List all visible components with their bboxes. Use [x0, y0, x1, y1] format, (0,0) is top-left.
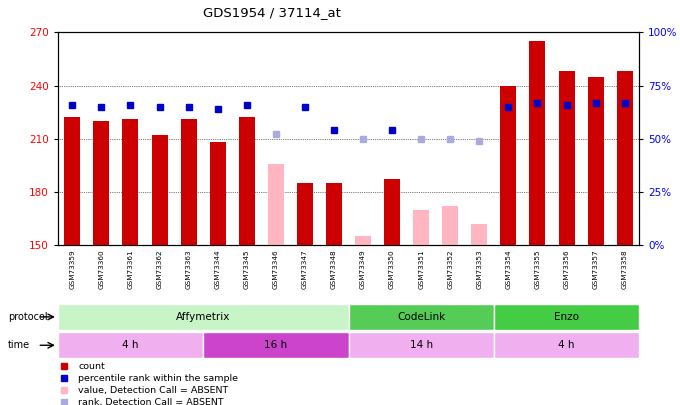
Text: value, Detection Call = ABSENT: value, Detection Call = ABSENT: [78, 386, 228, 395]
Bar: [588, 77, 604, 245]
Text: GSM73357: GSM73357: [592, 249, 598, 289]
Bar: [122, 119, 139, 245]
Bar: [209, 142, 226, 245]
Bar: [326, 183, 342, 245]
Text: 16 h: 16 h: [265, 340, 288, 350]
Text: 14 h: 14 h: [409, 340, 432, 350]
Text: GSM73358: GSM73358: [622, 249, 628, 289]
Text: GSM73363: GSM73363: [186, 249, 192, 289]
Bar: [297, 183, 313, 245]
Text: GDS1954 / 37114_at: GDS1954 / 37114_at: [203, 6, 341, 19]
Text: GSM73347: GSM73347: [302, 249, 308, 289]
Text: rank, Detection Call = ABSENT: rank, Detection Call = ABSENT: [78, 398, 224, 405]
Bar: [494, 304, 639, 330]
Text: GSM73359: GSM73359: [69, 249, 75, 289]
Bar: [181, 119, 197, 245]
Bar: [65, 117, 80, 245]
Bar: [494, 332, 639, 358]
Text: GSM73360: GSM73360: [99, 249, 105, 289]
Bar: [348, 332, 494, 358]
Bar: [530, 41, 545, 245]
Text: GSM73362: GSM73362: [156, 249, 163, 289]
Text: 4 h: 4 h: [122, 340, 139, 350]
Text: GSM73346: GSM73346: [273, 249, 279, 289]
Bar: [355, 236, 371, 245]
Bar: [58, 304, 348, 330]
Text: time: time: [8, 340, 31, 350]
Bar: [239, 117, 255, 245]
Bar: [203, 332, 348, 358]
Bar: [348, 304, 494, 330]
Bar: [384, 179, 400, 245]
Bar: [58, 332, 203, 358]
Bar: [558, 71, 575, 245]
Text: GSM73351: GSM73351: [418, 249, 424, 289]
Text: GSM73353: GSM73353: [476, 249, 482, 289]
Text: protocol: protocol: [8, 312, 48, 322]
Text: GSM73344: GSM73344: [215, 249, 221, 289]
Text: Enzo: Enzo: [554, 312, 579, 322]
Text: percentile rank within the sample: percentile rank within the sample: [78, 374, 238, 383]
Text: GSM73348: GSM73348: [331, 249, 337, 289]
Bar: [93, 121, 109, 245]
Text: GSM73350: GSM73350: [389, 249, 395, 289]
Bar: [152, 135, 167, 245]
Text: GSM73349: GSM73349: [360, 249, 366, 289]
Text: CodeLink: CodeLink: [397, 312, 445, 322]
Text: GSM73345: GSM73345: [243, 249, 250, 289]
Text: GSM73354: GSM73354: [505, 249, 511, 289]
Text: GSM73356: GSM73356: [564, 249, 570, 289]
Text: Affymetrix: Affymetrix: [176, 312, 231, 322]
Text: GSM73355: GSM73355: [534, 249, 541, 289]
Bar: [471, 224, 488, 245]
Text: count: count: [78, 362, 105, 371]
Text: GSM73361: GSM73361: [127, 249, 133, 289]
Text: GSM73352: GSM73352: [447, 249, 454, 289]
Text: 4 h: 4 h: [558, 340, 575, 350]
Bar: [413, 210, 429, 245]
Bar: [442, 206, 458, 245]
Bar: [268, 164, 284, 245]
Bar: [617, 71, 632, 245]
Bar: [500, 85, 516, 245]
